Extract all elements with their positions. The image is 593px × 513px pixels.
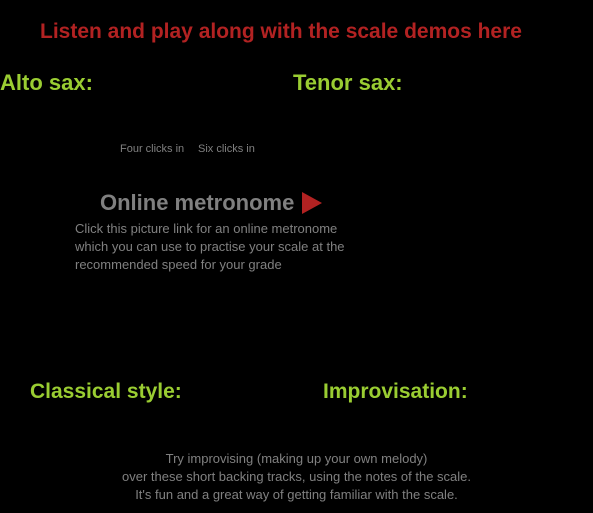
metronome-link[interactable]: Online metronome [100,190,322,216]
tenor-sax-label: Tenor sax: [293,70,403,96]
page-root: Listen and play along with the scale dem… [0,0,593,513]
four-clicks-label: Four clicks in [120,143,184,155]
play-arrow-icon [302,192,322,214]
metronome-desc-line2: which you can use to practise your scale… [75,238,395,256]
improv-line2: over these short backing tracks, using t… [0,468,593,486]
metronome-description: Click this picture link for an online me… [75,220,395,274]
metronome-desc-line1: Click this picture link for an online me… [75,220,395,238]
alto-sax-label: Alto sax: [0,70,93,96]
improvisation-description: Try improvising (making up your own melo… [0,450,593,504]
improv-line3: It's fun and a great way of getting fami… [0,486,593,504]
page-heading: Listen and play along with the scale dem… [40,20,522,44]
classical-style-label: Classical style: [30,380,182,404]
metronome-title: Online metronome [100,190,294,216]
metronome-desc-line3: recommended speed for your grade [75,256,395,274]
six-clicks-label: Six clicks in [198,143,255,155]
improv-line1: Try improvising (making up your own melo… [0,450,593,468]
improvisation-label: Improvisation: [323,380,468,404]
